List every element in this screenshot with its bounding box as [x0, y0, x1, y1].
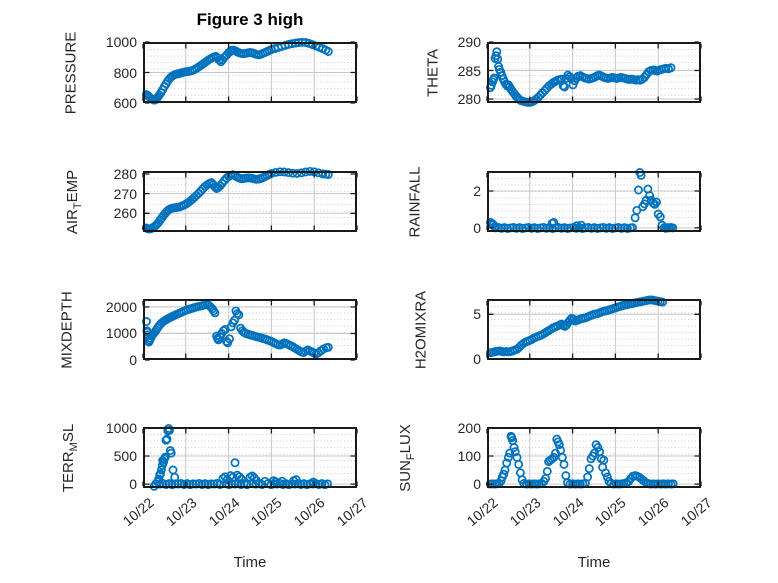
ylabel-TERR_MSL: TERRMSL	[60, 423, 80, 492]
y-tick-label: 0	[129, 476, 137, 492]
y-tick-label: 280	[113, 166, 137, 182]
y-tick-label: 0	[129, 352, 137, 368]
y-tick-label: 2000	[105, 299, 137, 315]
axis-tick-marks	[486, 427, 702, 486]
axis-tick-marks	[142, 301, 358, 361]
x-tick-label: 10/22	[463, 494, 501, 530]
axes-frame	[143, 171, 357, 232]
scatter-series	[141, 299, 333, 359]
y-tick-label: 285	[457, 63, 481, 79]
axes-frame	[487, 299, 701, 360]
axes-frame	[487, 427, 701, 488]
axes-frame	[143, 42, 357, 103]
axis-tick-marks	[142, 41, 358, 104]
y-tick-label: 270	[113, 186, 137, 202]
plot-THETA	[485, 41, 702, 107]
y-tick-label: 5	[473, 306, 481, 322]
y-tick-label: 0	[473, 220, 481, 236]
y-tick-label: 0	[473, 476, 481, 492]
x-tick-label: 10/27	[677, 494, 715, 530]
x-tick-label: 10/24	[205, 494, 243, 530]
figure-title: Figure 3 high	[196, 10, 304, 29]
axes-frame	[487, 42, 701, 103]
y-tick-label: 1000	[105, 325, 137, 341]
ylabel-PRESSURE: PRESSURE	[62, 31, 80, 114]
axes-frame	[143, 299, 357, 360]
y-tick-label: 100	[457, 448, 481, 464]
ylabel-H2OMIXRA: H2OMIXRA	[412, 290, 430, 369]
axis-tick-marks	[142, 427, 358, 486]
y-tick-label: 0	[473, 351, 481, 367]
ylabel-AIR_TEMP: AIRTEMP	[64, 169, 84, 234]
x-tick-label: 10/26	[290, 494, 328, 530]
x-tick-label: 10/24	[549, 494, 587, 530]
y-tick-label: 280	[457, 91, 481, 107]
y-tick-label: 200	[457, 420, 481, 436]
axes-frame	[487, 171, 701, 232]
plot-MIXDEPTH	[141, 299, 358, 361]
x-axis-label-right: Time	[577, 554, 611, 571]
ylabel-SUN_FLUX: SUNFLUX	[397, 423, 417, 492]
minor-grid	[489, 173, 699, 230]
y-tick-label: 1000	[105, 34, 137, 50]
plot-SUN_FLUX	[485, 427, 702, 489]
y-tick-label: 600	[113, 95, 137, 111]
x-tick-label: 10/23	[506, 494, 544, 530]
x-tick-label: 10/25	[591, 494, 629, 530]
x-tick-label: 10/25	[247, 494, 285, 530]
y-tick-label: 2	[473, 183, 481, 199]
ylabel-MIXDEPTH: MIXDEPTH	[58, 290, 76, 369]
y-tick-label: 290	[457, 34, 481, 50]
plot-TERR_MSL	[142, 423, 358, 491]
plot-RAINFALL	[485, 168, 702, 233]
x-tick-label: 10/22	[119, 494, 157, 530]
axis-tick-marks	[486, 173, 702, 230]
axes-frame	[143, 427, 357, 488]
plot-PRESSURE	[141, 37, 358, 105]
axis-tick-marks	[142, 173, 358, 230]
y-tick-label: 1000	[105, 420, 137, 436]
x-axis-label-left: Time	[233, 554, 267, 571]
plot-H2OMIXRA	[485, 295, 702, 360]
y-tick-label: 500	[113, 448, 137, 464]
ylabel-THETA: THETA	[424, 48, 442, 97]
minor-grid	[145, 173, 355, 230]
ylabel-RAINFALL: RAINFALL	[406, 166, 424, 237]
axis-tick-marks	[486, 41, 702, 101]
y-tick-label: 260	[113, 205, 137, 221]
axis-tick-marks	[486, 301, 702, 360]
x-tick-label: 10/27	[333, 494, 371, 530]
minor-grid	[145, 429, 355, 486]
x-tick-label: 10/26	[634, 494, 672, 530]
plot-AIR_TEMP	[141, 166, 358, 234]
y-tick-label: 800	[113, 65, 137, 81]
x-tick-label: 10/23	[162, 494, 200, 530]
